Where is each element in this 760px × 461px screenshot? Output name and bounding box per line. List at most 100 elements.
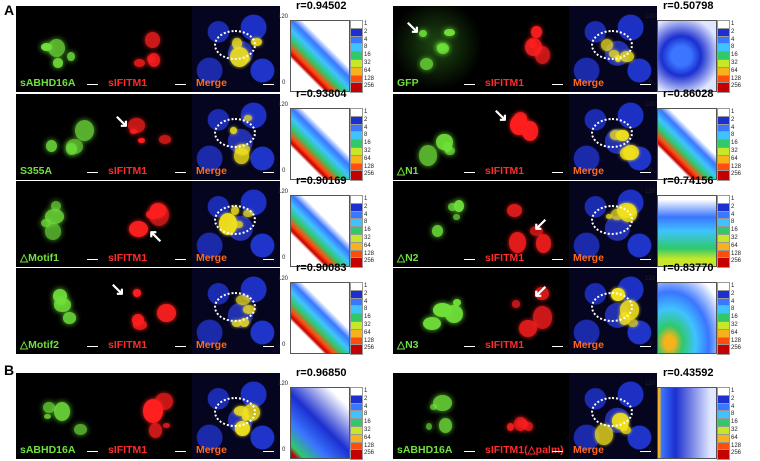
cell-signal — [512, 300, 521, 308]
merge-channel-image: Merge — [569, 94, 657, 180]
red-channel-image: sIFITM1 ↘ — [104, 268, 192, 354]
colocalization-scatter: r=0.74156 120 0 1 2 4 8 16 32 64 128 256 — [645, 175, 751, 269]
legend-tick-label: 256 — [731, 83, 742, 90]
legend-tick-label: 1 — [731, 388, 735, 394]
scale-bar — [640, 258, 651, 260]
merge-channel-image: Merge — [192, 373, 280, 459]
axis-min-label: 0 — [649, 342, 653, 348]
cell-signal — [45, 140, 57, 153]
arrow-marker: ↖ — [148, 226, 164, 246]
legend-tick-label: 16 — [731, 419, 738, 426]
cell-signal — [53, 58, 63, 68]
legend-tick-label: 256 — [731, 258, 742, 265]
cell-signal — [65, 142, 77, 156]
legend-swatch — [717, 449, 730, 460]
colocalization-scatter: r=0.96850 120 0 1 2 4 8 16 32 64 128 256 — [278, 367, 384, 461]
axis-max-label: 120 — [278, 14, 289, 20]
arrow-marker: ↙ — [533, 214, 549, 234]
legend-tick-label: 8 — [364, 132, 368, 139]
scale-bar — [263, 345, 274, 347]
cell-signal — [443, 142, 453, 152]
cell-signal — [240, 318, 249, 328]
axis-min-label: 0 — [282, 255, 286, 261]
legend-tick-label: 1 — [364, 21, 368, 27]
color-scale-legend: 1 2 4 8 16 32 64 128 256 — [717, 282, 747, 355]
merge-channel-image: Merge — [192, 268, 280, 354]
legend-swatch — [717, 257, 730, 268]
scale-bar — [87, 171, 98, 173]
cell-outline — [591, 205, 633, 235]
scale-bar — [87, 258, 98, 260]
scale-bar — [263, 83, 274, 85]
red-channel-label: sIFITM1(△palm) — [485, 444, 564, 456]
merge-channel-label: Merge — [196, 444, 227, 456]
cell-signal — [453, 200, 465, 213]
cell-signal — [431, 225, 443, 237]
legend-tick-label: 8 — [364, 44, 368, 51]
scale-bar — [87, 345, 98, 347]
legend-tick-label: 4 — [364, 211, 368, 218]
cell-outline — [591, 292, 633, 322]
legend-tick-label: 32 — [364, 60, 371, 66]
legend-tick-label: 2 — [364, 116, 368, 123]
colocalization-scatter: r=0.43592 120 0 1 2 4 8 16 32 64 128 256 — [645, 367, 751, 461]
legend-tick-label: 1 — [731, 21, 735, 27]
legend-tick-label: 4 — [731, 298, 735, 305]
legend-tick-label: 64 — [364, 155, 371, 162]
legend-tick-label: 32 — [731, 235, 738, 241]
colocalization-scatter: r=0.86028 120 0 1 2 4 8 16 32 64 128 256 — [645, 88, 751, 182]
cell-signal — [40, 42, 53, 51]
green-channel-image: △N1 — [393, 94, 481, 180]
panel-letter-a: A — [4, 2, 15, 18]
legend-tick-label: 256 — [364, 83, 375, 90]
legend-swatch — [717, 170, 730, 181]
cell-signal — [132, 320, 148, 331]
cell-signal — [432, 395, 452, 412]
cell-signal — [147, 54, 155, 63]
legend-tick-label: 128 — [364, 442, 375, 449]
scale-bar — [175, 83, 186, 85]
legend-tick-label: 1 — [731, 283, 735, 289]
cell-signal — [516, 418, 529, 428]
cell-signal — [425, 422, 433, 431]
scale-bar — [464, 258, 475, 260]
red-channel-label: sIFITM1 — [485, 252, 525, 264]
legend-tick-label: 64 — [731, 242, 738, 249]
cell-signal — [448, 202, 457, 211]
legend-tick-label: 4 — [364, 298, 368, 305]
legend-tick-label: 4 — [731, 36, 735, 43]
scatter-plot-area — [657, 195, 717, 267]
legend-tick-label: 1 — [364, 109, 368, 115]
scale-bar — [263, 171, 274, 173]
merge-channel-image: Merge — [192, 94, 280, 180]
green-channel-label: △Motif2 — [20, 339, 59, 351]
cell-signal — [132, 289, 141, 297]
pearson-r-value: r=0.90169 — [296, 175, 347, 187]
cell-signal — [158, 134, 172, 144]
scatter-plot-area — [657, 282, 717, 354]
colocalization-scatter: r=0.94502 120 0 1 2 4 8 16 32 64 128 256 — [278, 0, 384, 94]
legend-tick-label: 256 — [364, 258, 375, 265]
red-channel-image: sIFITM1 ↙ — [481, 268, 569, 354]
red-channel-label: sIFITM1 — [108, 444, 148, 456]
legend-tick-label: 16 — [364, 227, 371, 234]
legend-tick-label: 8 — [731, 411, 735, 418]
scale-bar — [552, 450, 563, 452]
red-channel-image: sIFITM1(△palm) — [481, 373, 569, 459]
cell-outline — [591, 118, 633, 148]
green-channel-image: S355A — [16, 94, 104, 180]
green-channel-image: sABHD16A — [16, 373, 104, 459]
legend-tick-label: 64 — [364, 67, 371, 74]
cell-signal — [535, 234, 552, 253]
axis-max-label: 120 — [645, 14, 656, 20]
color-scale-legend: 1 2 4 8 16 32 64 128 256 — [350, 108, 380, 181]
axis-min-label: 0 — [282, 342, 286, 348]
scale-bar — [464, 171, 475, 173]
cell-outline — [214, 30, 256, 60]
legend-tick-label: 8 — [731, 219, 735, 226]
cell-signal — [45, 209, 65, 224]
green-channel-label: sABHD16A — [20, 77, 76, 89]
axis-min-label: 0 — [282, 80, 286, 86]
legend-tick-label: 1 — [731, 196, 735, 202]
scale-bar — [464, 83, 475, 85]
